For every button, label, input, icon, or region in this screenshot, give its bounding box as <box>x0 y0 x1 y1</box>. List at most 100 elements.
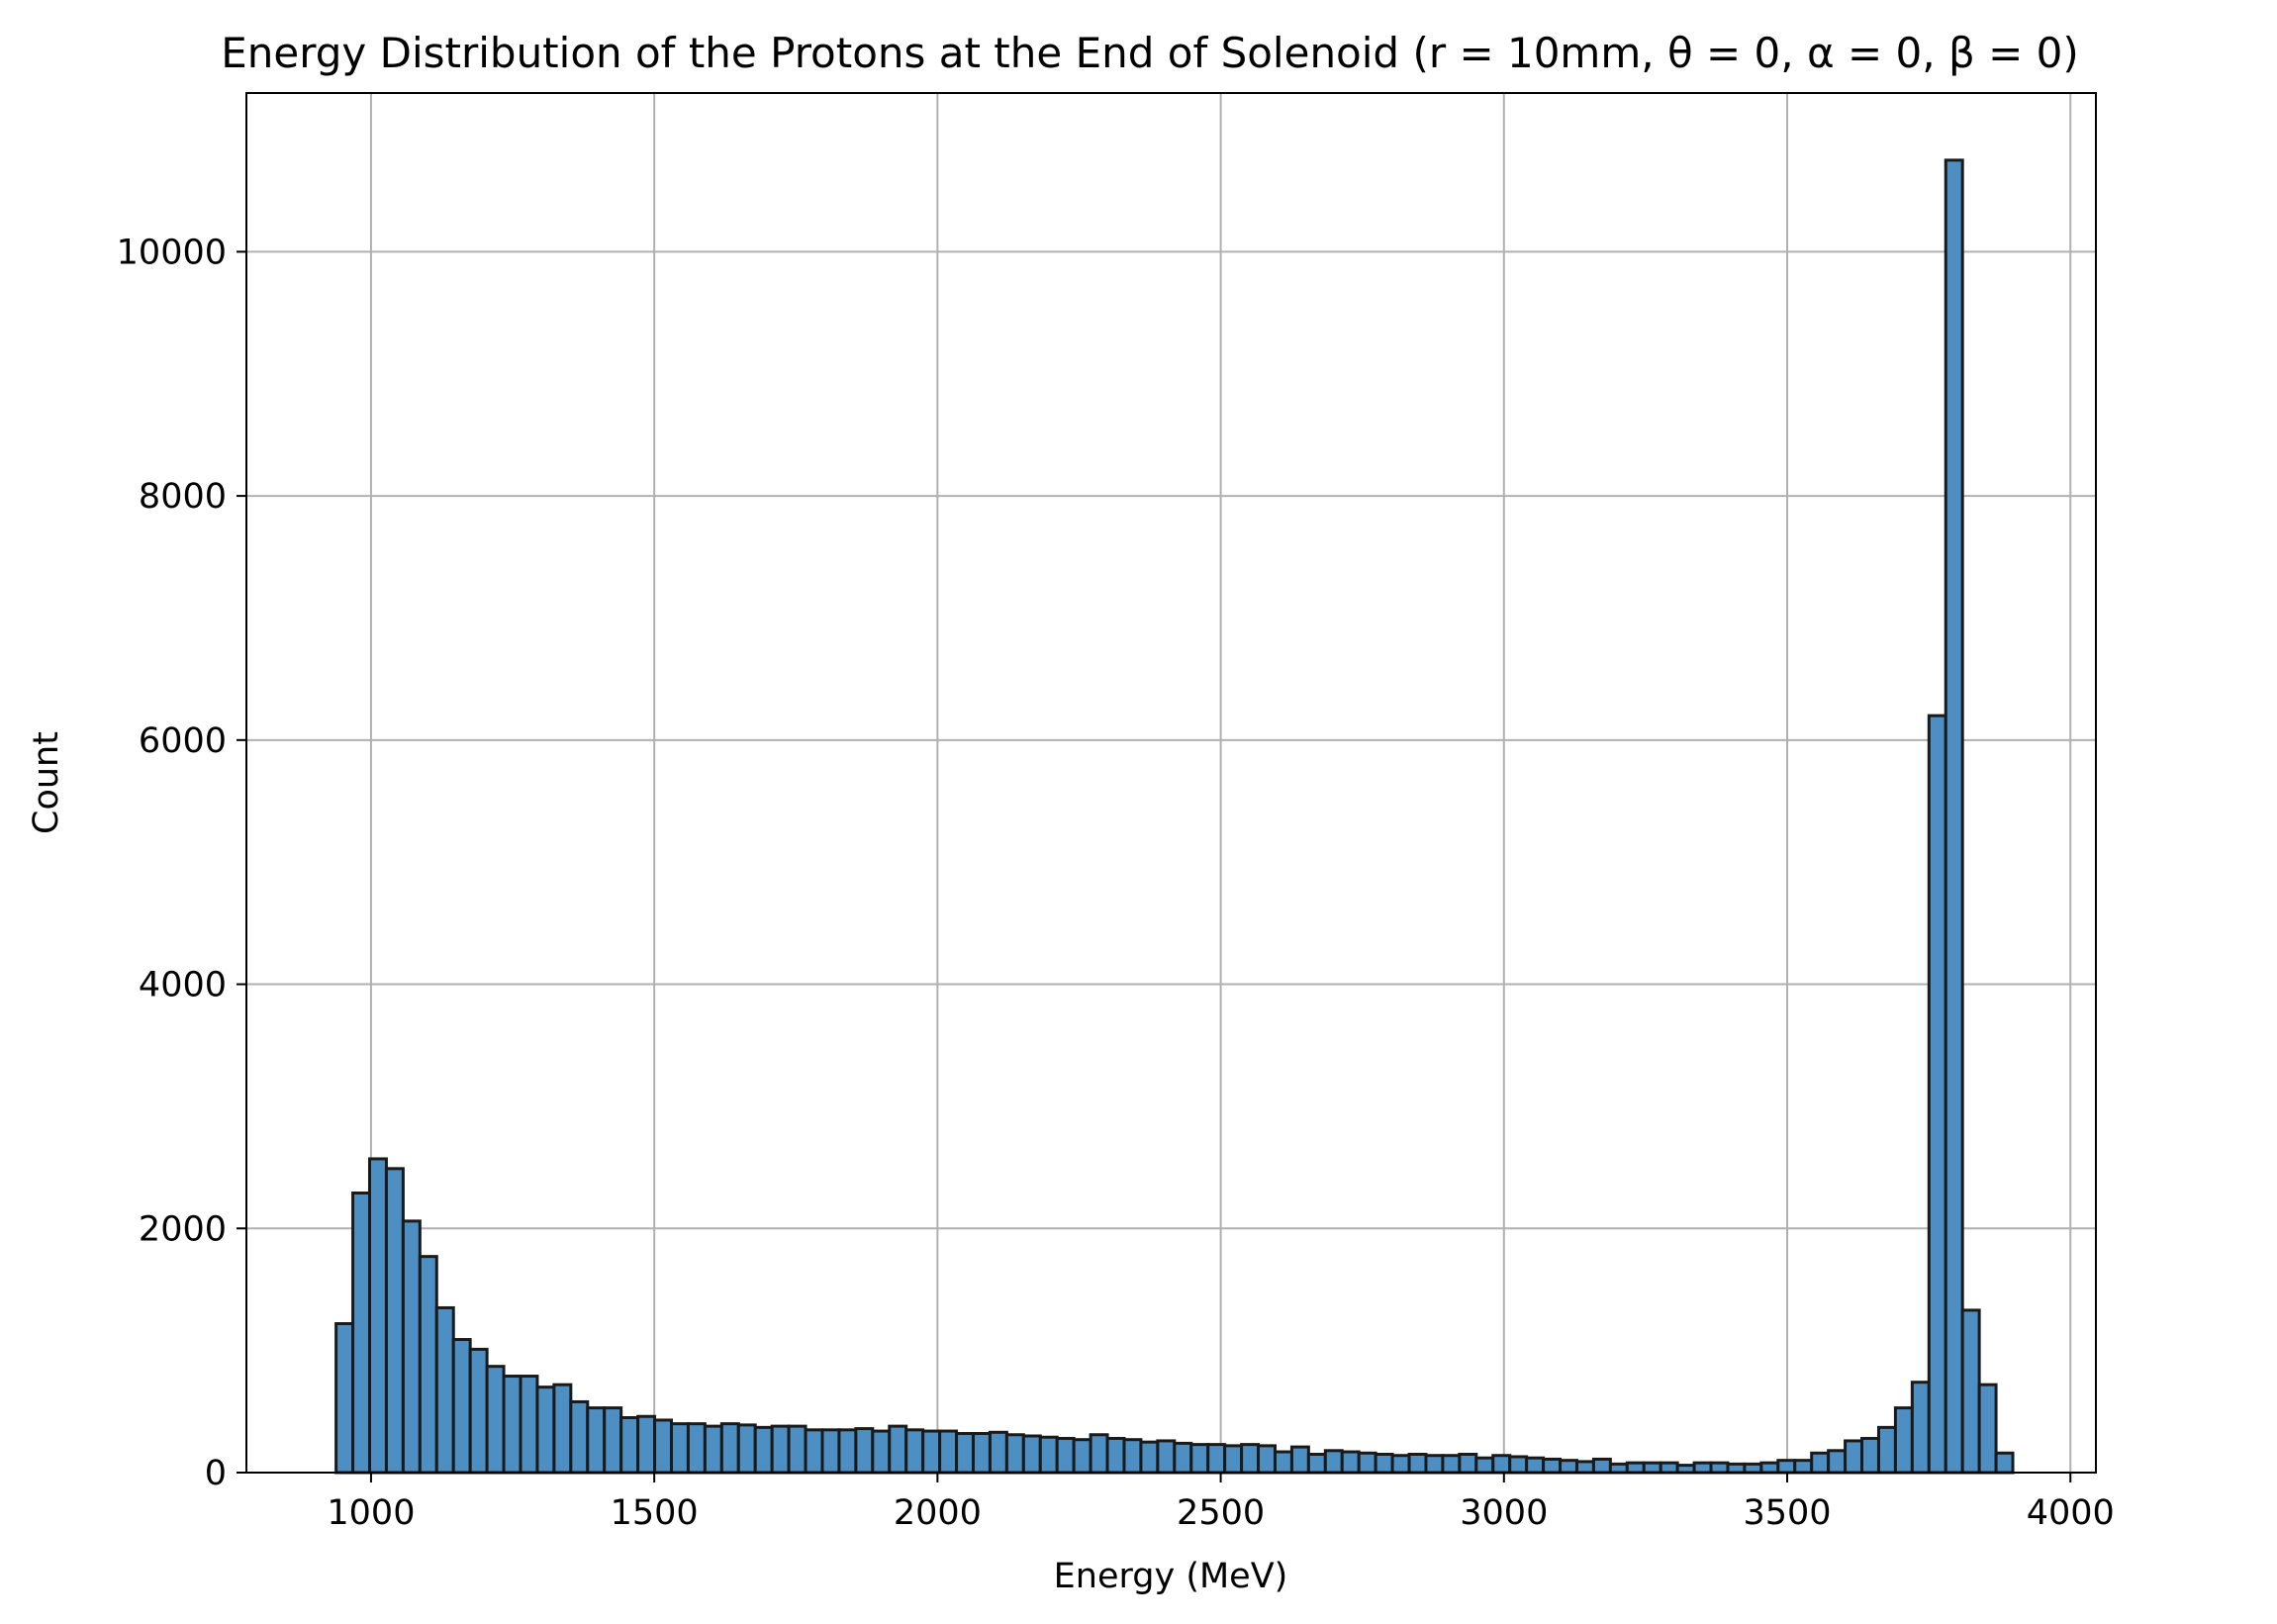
histogram-bar <box>837 1428 858 1475</box>
histogram-bar <box>1743 1462 1763 1475</box>
histogram-bar <box>1072 1438 1092 1475</box>
histogram-bar <box>988 1430 1008 1475</box>
histogram-bar <box>1893 1406 1914 1475</box>
histogram-bar <box>519 1375 539 1475</box>
x-axis-ticks: 1000 1500 2000 2500 3000 3500 4000 <box>327 1473 2115 1533</box>
histogram-bar <box>904 1428 925 1475</box>
histogram-bar <box>586 1406 607 1475</box>
histogram-bar <box>669 1422 690 1475</box>
histogram-bar <box>1390 1454 1411 1475</box>
histogram-bar <box>1289 1445 1310 1475</box>
histogram-bar <box>719 1422 740 1475</box>
chart-title: Energy Distribution of the Protons at th… <box>221 29 2079 77</box>
histogram-bar <box>636 1414 657 1475</box>
x-axis-label: Energy (MeV) <box>1054 1557 1288 1596</box>
x-tick-label: 4000 <box>2027 1493 2115 1533</box>
y-axis-label: Count <box>27 731 66 834</box>
histogram-bar <box>1860 1436 1880 1475</box>
histogram-bar <box>569 1399 590 1475</box>
histogram-bar <box>1105 1436 1126 1475</box>
histogram-bar <box>787 1424 807 1475</box>
histogram-bar <box>1189 1443 1210 1475</box>
histogram-bar <box>1323 1449 1344 1475</box>
histogram-bar <box>1559 1459 1578 1475</box>
histogram-bar <box>770 1424 791 1475</box>
histogram-bar <box>552 1383 573 1475</box>
histogram-bar <box>921 1429 942 1475</box>
histogram-bar <box>1122 1438 1143 1475</box>
histogram-bar <box>1156 1439 1177 1475</box>
histogram-bar <box>502 1375 522 1475</box>
histogram-bar <box>1340 1450 1361 1475</box>
x-tick-label: 1500 <box>611 1493 699 1533</box>
histogram-bar <box>1374 1452 1394 1475</box>
histogram-bar <box>1038 1435 1059 1475</box>
histogram-bar <box>1055 1436 1076 1475</box>
histogram-bar <box>1927 714 1947 1475</box>
histogram-bar <box>1240 1443 1261 1475</box>
x-tick-label: 3000 <box>1460 1493 1548 1533</box>
histogram-bar <box>1508 1455 1529 1475</box>
histogram-bar <box>1458 1452 1478 1475</box>
histogram-bar <box>1810 1451 1831 1475</box>
histogram-bar <box>1357 1451 1377 1475</box>
y-tick-label: 8000 <box>139 477 227 517</box>
y-tick-label: 0 <box>205 1454 227 1493</box>
histogram-bar <box>1004 1433 1025 1475</box>
histogram-bar <box>1692 1461 1713 1475</box>
histogram-bar <box>1844 1439 1864 1475</box>
histogram-bar <box>1223 1444 1244 1475</box>
histogram-bar <box>1491 1454 1512 1475</box>
histogram-bars <box>334 158 2015 1475</box>
histogram-bar <box>1089 1433 1109 1475</box>
histogram-bar <box>1608 1462 1629 1475</box>
x-tick-label: 2000 <box>894 1493 982 1533</box>
histogram-bar <box>1173 1441 1193 1475</box>
histogram-bar <box>1206 1443 1227 1475</box>
histogram-bar <box>1424 1454 1445 1475</box>
histogram-bar <box>1910 1381 1931 1475</box>
histogram-bar <box>1776 1459 1797 1475</box>
histogram-bar <box>736 1423 757 1475</box>
histogram-bar <box>434 1305 455 1475</box>
histogram-bar <box>1273 1450 1293 1475</box>
histogram-bar <box>334 1321 355 1475</box>
histogram-bar <box>854 1427 875 1475</box>
histogram-bar <box>1525 1456 1546 1475</box>
histogram-bar <box>1759 1461 1780 1475</box>
grid-lines <box>246 93 2096 1474</box>
x-tick-label: 3500 <box>1743 1493 1831 1533</box>
histogram-bar <box>1876 1425 1897 1475</box>
histogram-bar <box>1977 1383 1998 1475</box>
histogram-bar <box>619 1415 640 1475</box>
y-tick-label: 6000 <box>139 721 227 761</box>
histogram-bar <box>468 1347 489 1475</box>
histogram-bar <box>1675 1464 1696 1475</box>
x-tick-label: 2500 <box>1177 1493 1265 1533</box>
histogram-bar <box>888 1424 908 1475</box>
histogram-bar <box>1944 158 1964 1475</box>
histogram-bar <box>686 1422 707 1475</box>
histogram-bar <box>753 1425 774 1475</box>
y-tick-label: 4000 <box>139 966 227 1005</box>
histogram-bar <box>1659 1461 1679 1475</box>
histogram-bar <box>535 1385 556 1475</box>
histogram-bar <box>804 1428 824 1475</box>
histogram-bar <box>1726 1462 1747 1475</box>
histogram-bar <box>368 1157 388 1475</box>
histogram-bar <box>384 1167 405 1475</box>
histogram-bar <box>1625 1461 1646 1475</box>
histogram-bar <box>971 1432 992 1475</box>
histogram-bar <box>1574 1460 1595 1475</box>
x-tick-label: 1000 <box>327 1493 415 1533</box>
histogram-bar <box>351 1191 372 1475</box>
histogram-bar <box>955 1432 975 1475</box>
plot-area-frame <box>245 92 2097 1474</box>
histogram-bar <box>485 1365 506 1475</box>
histogram-bar <box>1474 1456 1495 1475</box>
histogram-bar <box>1257 1444 1277 1475</box>
histogram-bar <box>401 1219 422 1475</box>
histogram-bar <box>1139 1440 1160 1475</box>
